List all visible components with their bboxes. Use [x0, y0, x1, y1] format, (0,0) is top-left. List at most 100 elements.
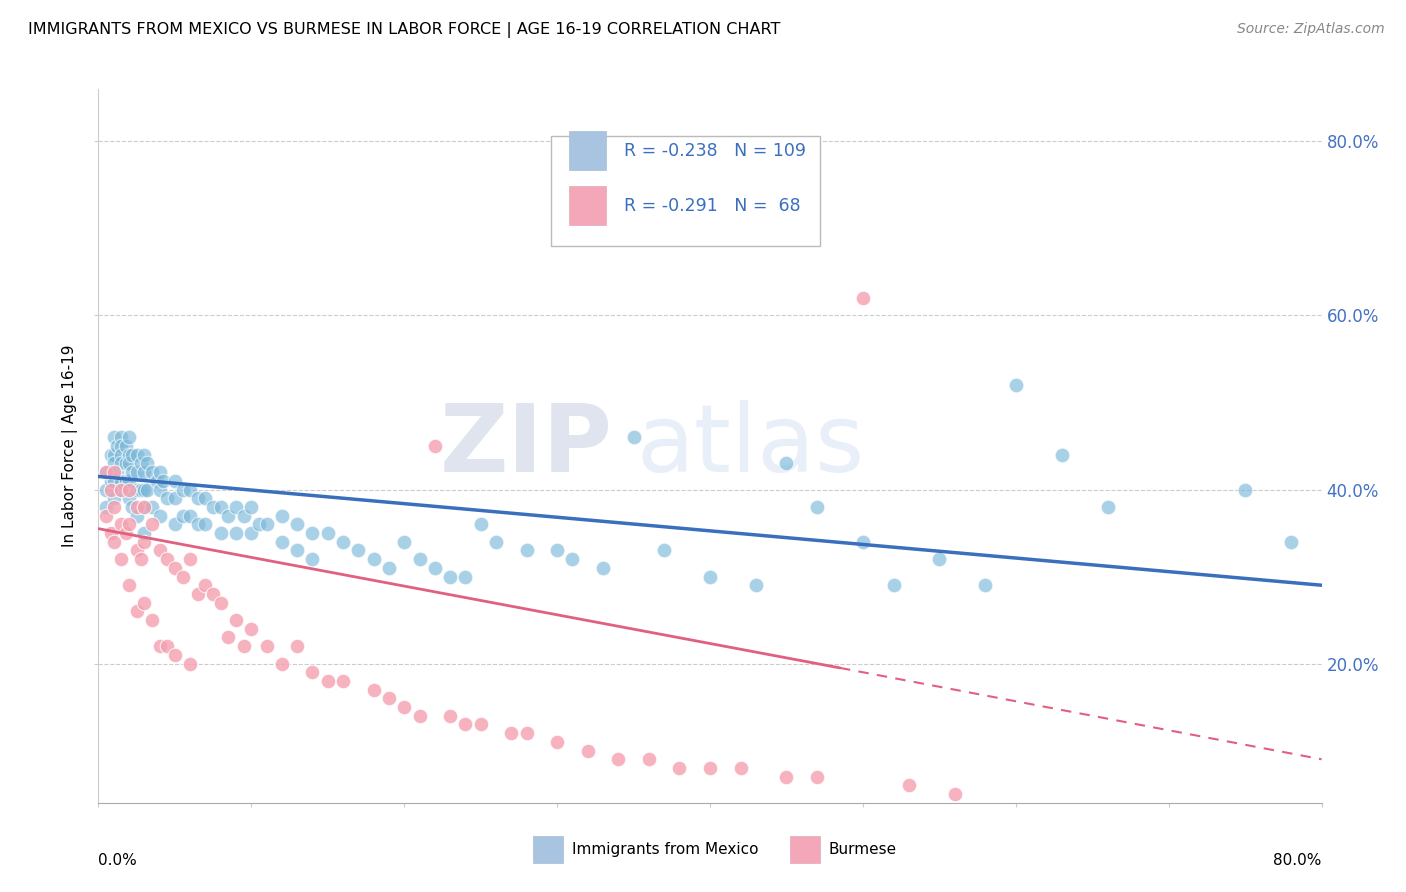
Point: [134, 526, 156, 541]
Point: [103, 430, 125, 444]
Point: [110, 517, 132, 532]
Point: [115, 439, 138, 453]
Point: [134, 596, 156, 610]
Point: [163, 474, 186, 488]
Point: [134, 500, 156, 514]
Point: [105, 465, 128, 479]
Point: [125, 543, 148, 558]
Point: [105, 439, 128, 453]
Point: [454, 569, 477, 583]
Point: [699, 569, 721, 583]
Point: [775, 457, 797, 471]
Point: [209, 596, 232, 610]
Point: [439, 708, 461, 723]
Point: [125, 604, 148, 618]
Point: [110, 439, 132, 453]
Point: [100, 483, 122, 497]
Point: [141, 500, 163, 514]
Point: [118, 474, 141, 488]
Point: [485, 534, 508, 549]
Point: [439, 569, 461, 583]
Point: [136, 483, 159, 497]
Point: [163, 648, 186, 662]
Point: [172, 508, 194, 523]
Text: Source: ZipAtlas.com: Source: ZipAtlas.com: [1237, 22, 1385, 37]
Text: R = -0.238   N = 109: R = -0.238 N = 109: [624, 142, 807, 160]
Point: [118, 517, 141, 532]
Point: [202, 587, 225, 601]
Point: [179, 508, 201, 523]
Point: [156, 639, 179, 653]
Point: [125, 508, 148, 523]
Y-axis label: In Labor Force | Age 16-19: In Labor Force | Age 16-19: [62, 344, 79, 548]
Point: [240, 526, 263, 541]
Point: [103, 448, 125, 462]
Point: [141, 465, 163, 479]
Point: [94, 483, 117, 497]
Point: [187, 491, 209, 506]
Point: [100, 474, 122, 488]
Point: [378, 691, 401, 706]
Point: [316, 673, 339, 688]
Point: [270, 534, 292, 549]
Point: [149, 465, 172, 479]
Point: [125, 465, 148, 479]
Point: [209, 526, 232, 541]
Point: [408, 708, 430, 723]
Point: [332, 534, 354, 549]
Point: [301, 665, 323, 680]
Point: [156, 552, 179, 566]
Point: [852, 291, 875, 305]
FancyBboxPatch shape: [569, 186, 606, 226]
FancyBboxPatch shape: [533, 836, 564, 863]
Text: IMMIGRANTS FROM MEXICO VS BURMESE IN LABOR FORCE | AGE 16-19 CORRELATION CHART: IMMIGRANTS FROM MEXICO VS BURMESE IN LAB…: [28, 22, 780, 38]
Point: [118, 491, 141, 506]
Point: [145, 474, 167, 488]
Point: [392, 700, 416, 714]
Point: [240, 500, 263, 514]
Point: [121, 448, 143, 462]
Point: [149, 639, 172, 653]
Point: [100, 448, 122, 462]
Point: [225, 613, 247, 627]
Point: [103, 457, 125, 471]
Point: [285, 639, 308, 653]
Point: [256, 517, 278, 532]
Point: [125, 448, 148, 462]
Text: 0.0%: 0.0%: [98, 853, 138, 868]
Point: [806, 770, 828, 784]
Point: [247, 517, 270, 532]
Point: [110, 448, 132, 462]
Point: [730, 761, 752, 775]
Point: [240, 622, 263, 636]
Point: [883, 578, 905, 592]
Point: [270, 657, 292, 671]
Point: [134, 500, 156, 514]
Point: [501, 726, 523, 740]
Point: [103, 500, 125, 514]
Point: [156, 491, 179, 506]
Point: [110, 483, 132, 497]
Text: Burmese: Burmese: [828, 842, 897, 856]
Point: [745, 578, 768, 592]
Point: [1279, 534, 1302, 549]
Text: Immigrants from Mexico: Immigrants from Mexico: [572, 842, 758, 856]
Point: [347, 543, 370, 558]
Point: [149, 483, 172, 497]
Point: [94, 508, 117, 523]
Point: [423, 439, 446, 453]
Point: [232, 508, 254, 523]
Point: [408, 552, 430, 566]
Point: [516, 726, 538, 740]
Point: [179, 552, 201, 566]
Point: [852, 534, 875, 549]
Point: [125, 500, 148, 514]
Point: [115, 526, 138, 541]
Point: [454, 717, 477, 731]
Point: [974, 578, 997, 592]
Point: [141, 613, 163, 627]
Point: [163, 517, 186, 532]
Point: [285, 517, 308, 532]
Point: [179, 483, 201, 497]
Point: [561, 552, 583, 566]
